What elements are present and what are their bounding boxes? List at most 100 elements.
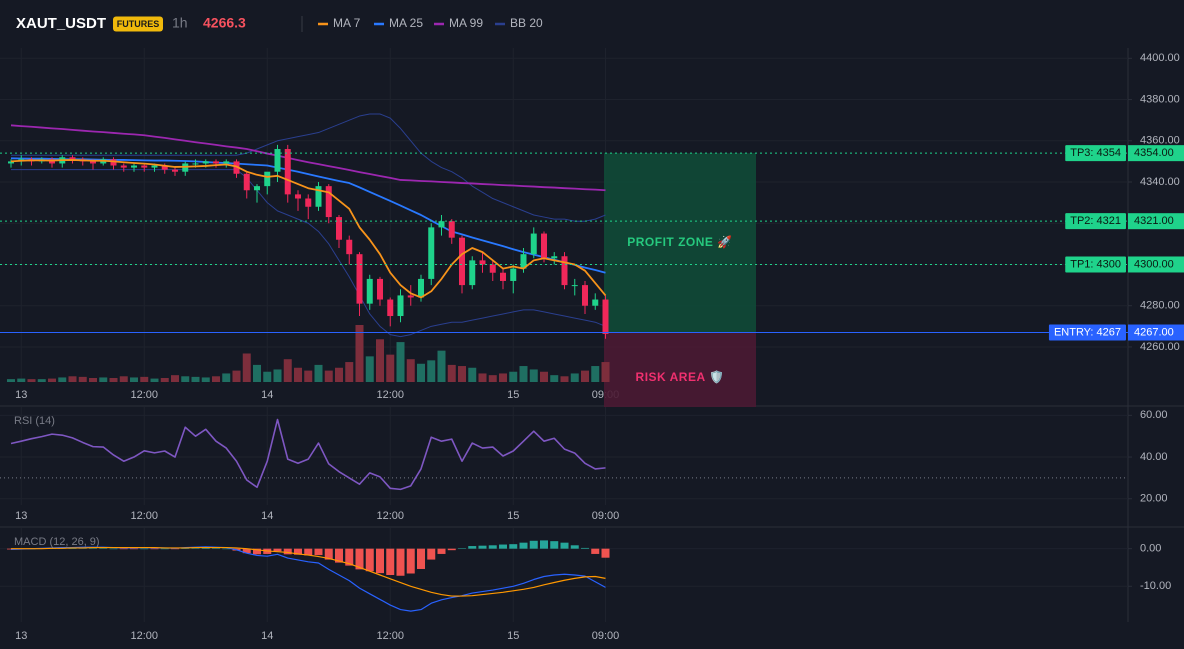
- histogram-bar: [417, 548, 425, 569]
- candle-body: [418, 278, 424, 298]
- volume-bar: [130, 377, 138, 382]
- candle-body: [346, 239, 353, 255]
- candle-body: [336, 217, 342, 240]
- candle-body: [315, 186, 322, 207]
- price-tag: [1128, 213, 1184, 230]
- volume-bar: [540, 371, 548, 382]
- histogram-bar: [437, 548, 446, 554]
- y-tick-label: 60.00: [1140, 409, 1168, 421]
- histogram-bar: [345, 548, 354, 566]
- volume-bar: [160, 378, 169, 382]
- candle-body: [141, 165, 148, 168]
- candle-body: [530, 233, 537, 255]
- volume-bar: [591, 366, 600, 382]
- candle-body: [243, 173, 250, 191]
- y-tick-label: 40.00: [1140, 451, 1168, 463]
- ma-line: [10, 124, 606, 192]
- candle-body: [500, 272, 506, 281]
- candle-body: [448, 221, 455, 238]
- candle-body: [192, 163, 199, 165]
- ma-line: [10, 159, 607, 299]
- x-tick-label: 13: [15, 389, 27, 401]
- x-tick-label: 12:00: [130, 389, 158, 401]
- candle-body: [397, 295, 404, 317]
- volume-bar: [48, 378, 56, 382]
- histogram-bar: [119, 548, 128, 550]
- volume-bar: [89, 378, 97, 382]
- volume-bar: [345, 362, 354, 382]
- volume-bar: [529, 369, 538, 382]
- zone-label: RISK AREA 🛡️: [636, 370, 725, 384]
- histogram-bar: [570, 545, 579, 549]
- volume-bar: [78, 376, 87, 382]
- histogram-bar: [324, 548, 333, 560]
- volume-bar: [427, 360, 436, 382]
- volume-bar: [58, 377, 67, 382]
- volume-bar: [314, 364, 323, 382]
- volume-bar: [263, 371, 272, 382]
- volume-bar: [150, 378, 159, 382]
- histogram-bar: [140, 548, 149, 550]
- volume-bar: [581, 370, 589, 382]
- volume-bar: [519, 366, 528, 382]
- legend-label: MA 99: [449, 16, 483, 30]
- volume-bar: [570, 373, 579, 382]
- histogram-bar: [365, 548, 374, 572]
- candle-body: [592, 299, 599, 306]
- histogram-bar: [601, 548, 610, 558]
- candle-body: [469, 260, 476, 286]
- level-tag-label: TP3: 4354: [1070, 147, 1121, 159]
- volume-bar: [468, 367, 477, 382]
- last-price: 4266.3: [203, 15, 246, 31]
- volume-bar: [222, 373, 231, 382]
- histogram-bar: [109, 548, 118, 550]
- volume-bar: [99, 377, 108, 382]
- candle-body: [407, 295, 414, 298]
- price-tag-label: 4300.00: [1134, 258, 1174, 270]
- volume-bar: [365, 356, 374, 382]
- histogram-bar: [591, 548, 600, 554]
- volume-bar: [406, 359, 415, 382]
- volume-bar: [509, 371, 518, 382]
- histogram-bar: [396, 548, 405, 576]
- histogram-bar: [160, 548, 169, 550]
- legend-label: MA 7: [333, 16, 361, 30]
- histogram-bar: [355, 548, 364, 570]
- bb-upper: [11, 113, 606, 222]
- histogram-bar: [212, 548, 220, 549]
- y-tick-label: 4260.00: [1140, 341, 1180, 353]
- volume-bar: [27, 379, 36, 382]
- level-tag: [1065, 256, 1126, 273]
- histogram-bar: [294, 548, 302, 555]
- price-tag: [1128, 256, 1184, 273]
- y-tick-label: 4280.00: [1140, 300, 1180, 312]
- candle-body: [438, 221, 445, 228]
- x-tick-label: 12:00: [376, 630, 404, 642]
- x-tick-label: 12:00: [130, 630, 158, 642]
- x-tick-label: 09:00: [592, 630, 620, 642]
- volume-bar: [201, 377, 210, 382]
- candle-body: [520, 254, 527, 269]
- candle-body: [366, 278, 373, 304]
- candle-body: [459, 237, 465, 286]
- candle-body: [551, 256, 558, 259]
- badge: [113, 16, 163, 32]
- candle-body: [510, 268, 517, 281]
- volume-bar: [335, 367, 343, 382]
- price-tag-label: 4321.00: [1134, 215, 1174, 227]
- histogram-bar: [150, 548, 159, 550]
- trade-zone: [604, 153, 756, 333]
- histogram-bar: [581, 547, 589, 549]
- candle-body: [90, 161, 96, 164]
- histogram-bar: [406, 548, 415, 574]
- x-tick-label: 12:00: [376, 510, 404, 522]
- histogram-bar: [386, 548, 395, 575]
- pane-title: MACD (12, 26, 9): [14, 536, 100, 548]
- volume-bar: [478, 373, 487, 382]
- volume-bar: [68, 376, 77, 382]
- histogram-bar: [222, 548, 231, 550]
- zone-label: PROFIT ZONE 🚀: [627, 235, 732, 249]
- candle-body: [202, 161, 209, 164]
- x-tick-label: 12:00: [376, 389, 404, 401]
